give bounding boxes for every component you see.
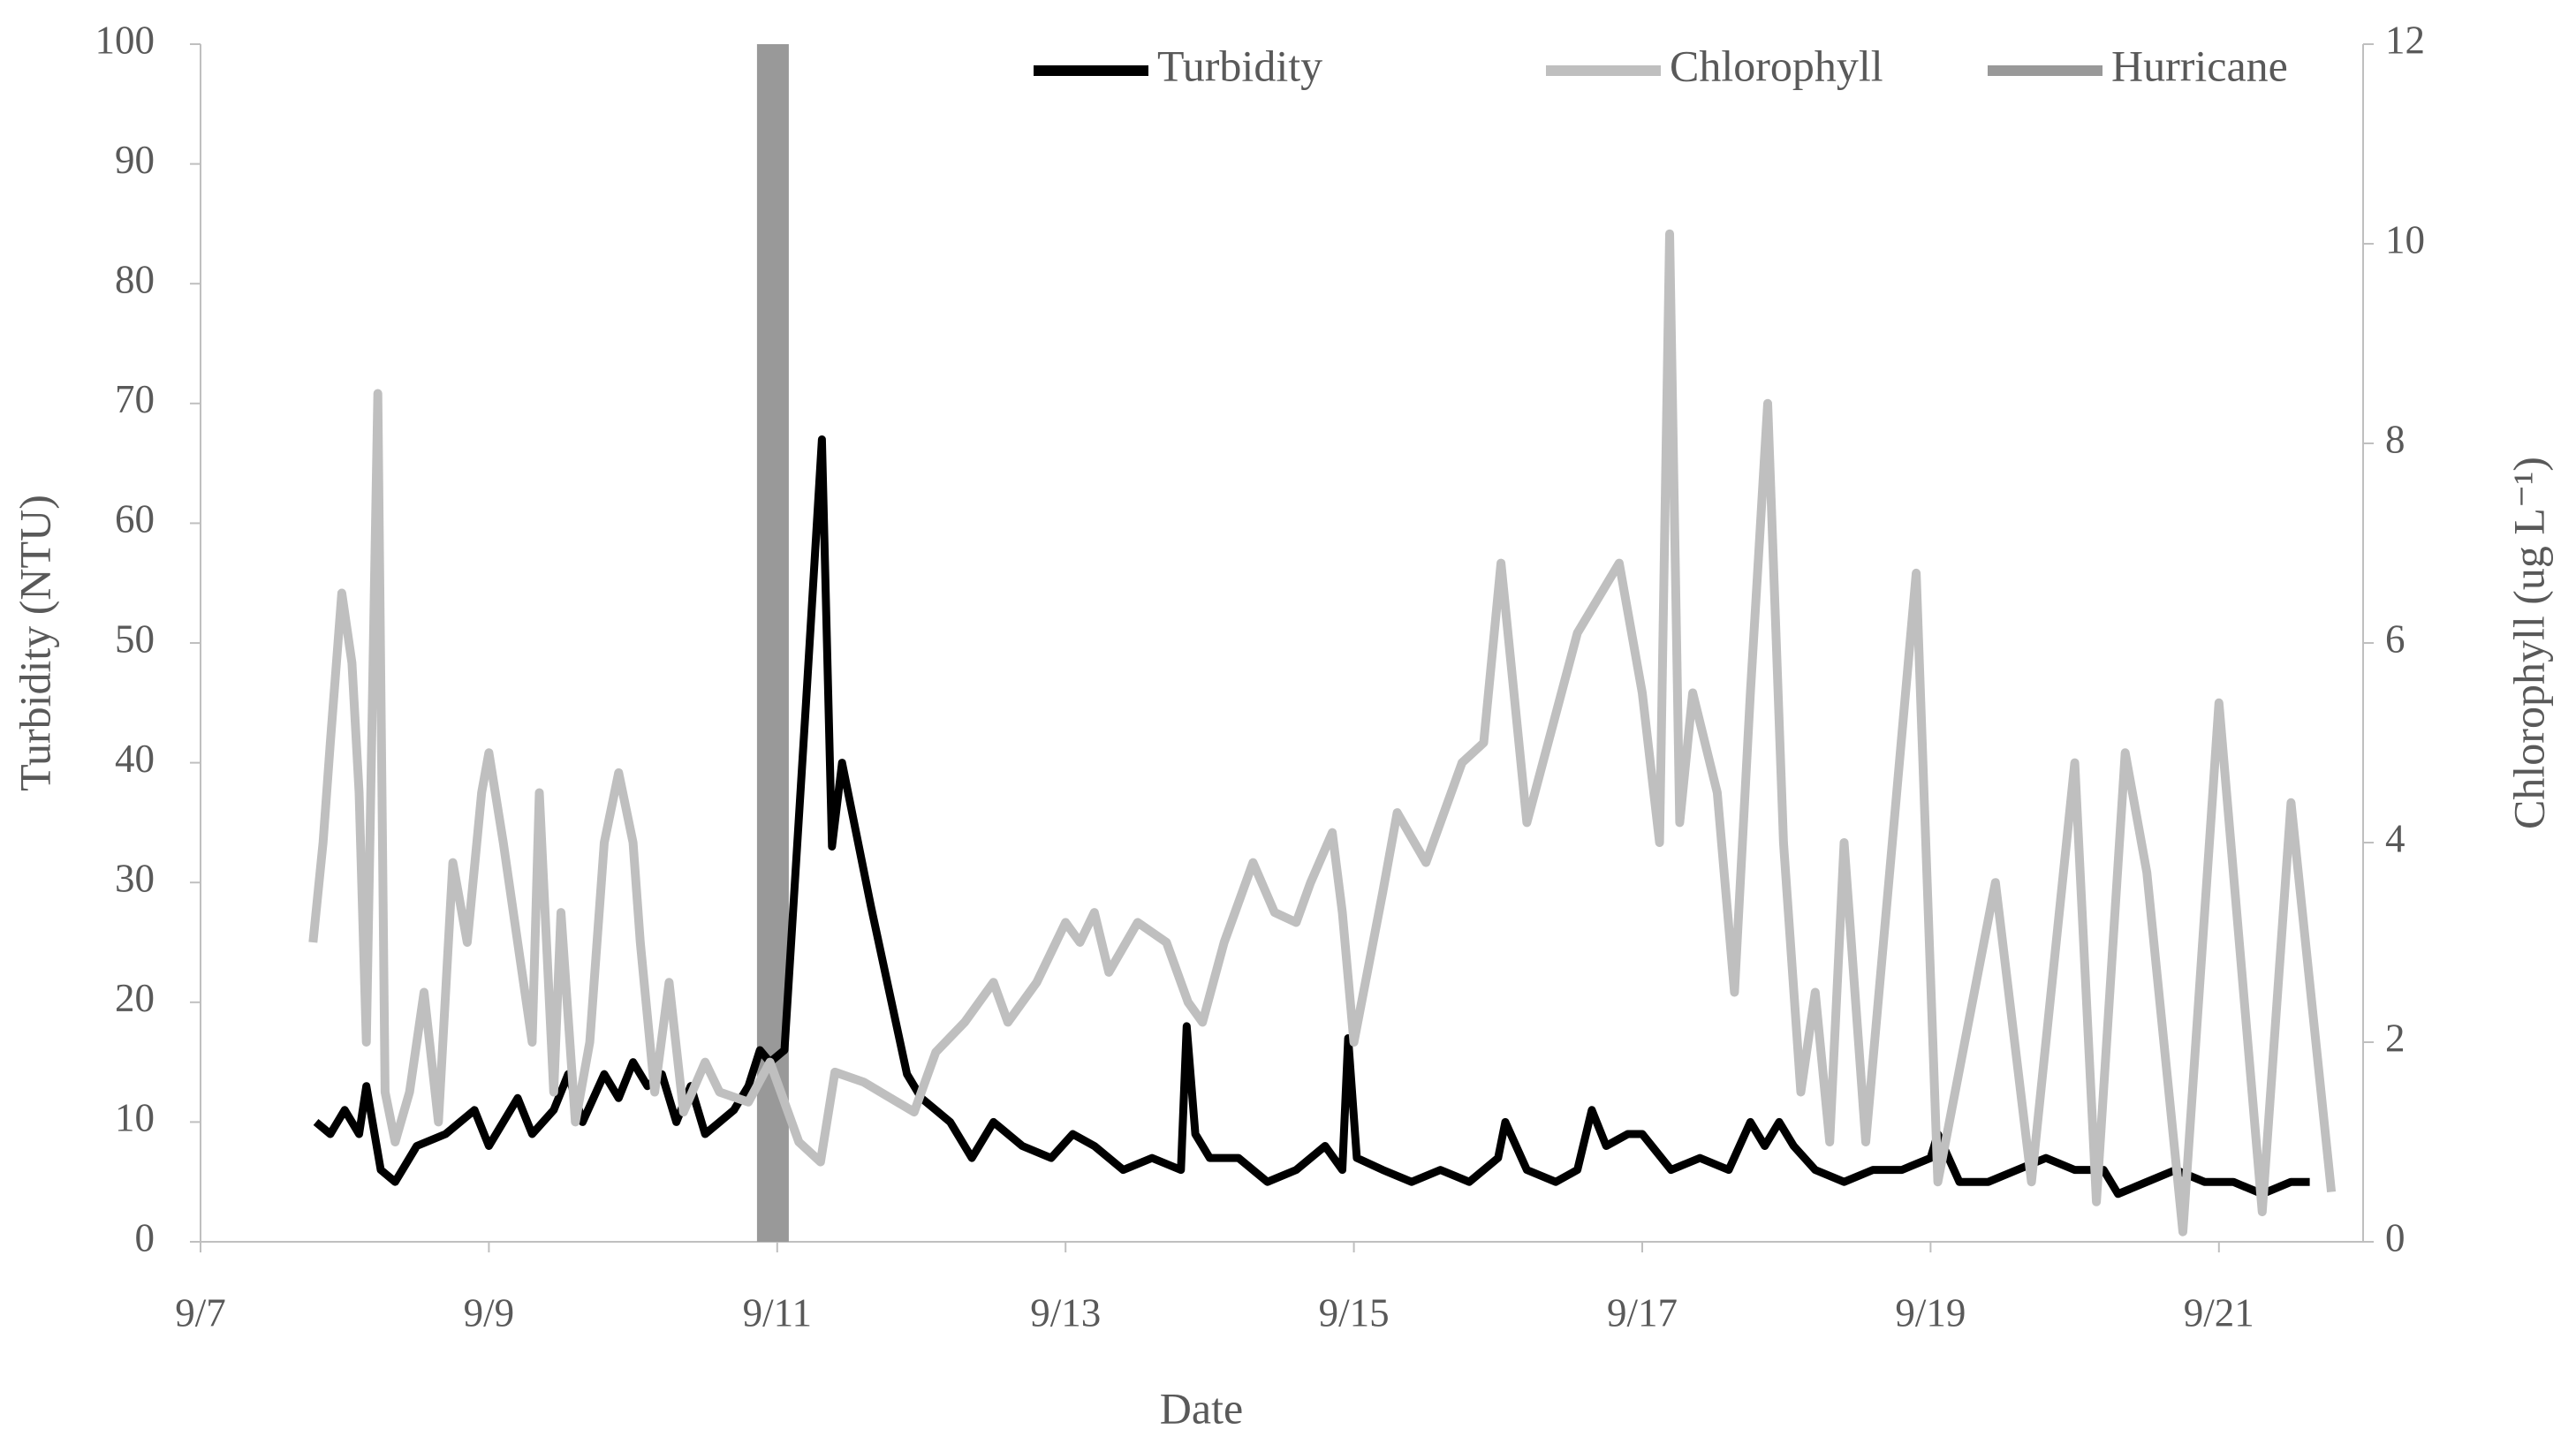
legend-label: Chlorophyll [1670,41,1883,90]
y-axis-label: Turbidity (NTU) [10,495,59,791]
y-tick-label: 20 [115,976,155,1020]
series-line [313,435,2310,1199]
x-tick-label: 9/17 [1607,1290,1678,1335]
y2-tick-label: 0 [2385,1215,2406,1259]
y2-tick-label: 2 [2385,1016,2406,1060]
legend-label: Turbidity [1157,41,1322,90]
x-axis-label: Date [1160,1383,1243,1433]
y-tick-label: 0 [135,1215,155,1259]
y2-tick-label: 6 [2385,616,2406,661]
y-tick-label: 30 [115,857,155,901]
x-tick-label: 9/21 [2184,1290,2254,1335]
y-tick-label: 100 [95,18,155,62]
y-tick-label: 60 [115,497,155,541]
y-tick-label: 70 [115,377,155,421]
y2-tick-label: 4 [2385,816,2406,860]
x-tick-label: 9/15 [1319,1290,1390,1335]
y-tick-label: 90 [115,138,155,182]
series-line [308,229,2337,1236]
y-tick-label: 40 [115,737,155,781]
y-tick-label: 10 [115,1096,155,1140]
y-tick-label: 80 [115,258,155,302]
x-tick-label: 9/19 [1895,1290,1966,1335]
x-tick-label: 9/13 [1030,1290,1101,1335]
legend-label: Hurricane [2111,41,2288,90]
x-tick-label: 9/7 [175,1290,226,1335]
y2-tick-label: 8 [2385,417,2406,461]
y2-axis-label: Chlorophyll (ug L⁻¹) [2504,457,2553,829]
x-tick-label: 9/9 [464,1290,515,1335]
y2-tick-label: 12 [2385,18,2425,62]
y2-tick-label: 10 [2385,217,2425,261]
y-tick-label: 50 [115,616,155,661]
x-tick-label: 9/11 [743,1290,812,1335]
